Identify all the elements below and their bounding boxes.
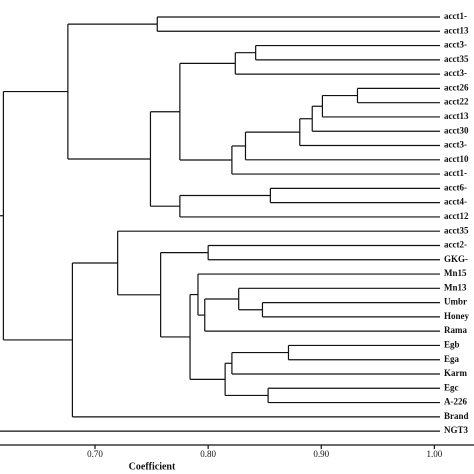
leaf-label: Umbr bbox=[444, 297, 467, 307]
leaf-label: acct3- bbox=[444, 68, 467, 78]
leaf-label: acct35 bbox=[444, 54, 469, 64]
leaf-label: Egb bbox=[444, 340, 460, 350]
x-tick-label: 0.70 bbox=[87, 449, 103, 459]
leaf-label: acct26 bbox=[444, 82, 469, 92]
leaf-label: Brand bbox=[444, 411, 469, 421]
leaf-label: acct30 bbox=[444, 125, 469, 135]
leaf-label: acct3- bbox=[444, 40, 467, 50]
leaf-label: A-226 bbox=[444, 397, 467, 407]
leaf-label: Karm bbox=[444, 368, 467, 378]
leaf-label: acct13 bbox=[444, 25, 469, 35]
leaf-label: acct3- bbox=[444, 140, 467, 150]
leaf-label: acct22 bbox=[444, 97, 469, 107]
x-axis-label: Coefficient bbox=[129, 461, 176, 472]
leaf-label: Ega bbox=[444, 354, 460, 364]
leaf-label: GKG- bbox=[444, 254, 468, 264]
leaf-label: Egc bbox=[444, 382, 459, 392]
x-tick-label: 0.80 bbox=[200, 449, 216, 459]
x-tick-label: 1.00 bbox=[427, 449, 443, 459]
leaf-label: acct1- bbox=[444, 168, 467, 178]
leaf-label: acct35 bbox=[444, 225, 469, 235]
leaf-label: acct13 bbox=[444, 111, 469, 121]
leaf-label: acct10 bbox=[444, 154, 469, 164]
leaf-label: acct4- bbox=[444, 197, 467, 207]
leaf-label: acct2- bbox=[444, 240, 467, 250]
leaf-label: acct12 bbox=[444, 211, 469, 221]
leaf-label: NGT3 bbox=[444, 425, 469, 435]
x-tick-label: 0.90 bbox=[313, 449, 329, 459]
leaf-label: acct1- bbox=[444, 11, 467, 21]
leaf-label: acct6- bbox=[444, 182, 467, 192]
leaf-label: Rama bbox=[444, 325, 467, 335]
leaf-label: Honey bbox=[444, 311, 470, 321]
leaf-label: Mn13 bbox=[444, 282, 467, 292]
leaf-label: Mn15 bbox=[444, 268, 467, 278]
